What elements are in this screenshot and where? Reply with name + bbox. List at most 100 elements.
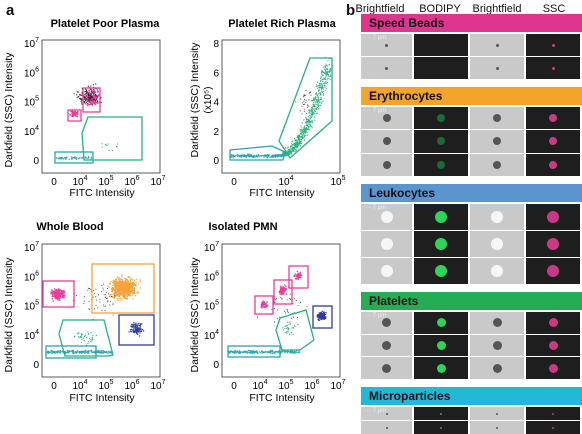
scatter-point — [92, 96, 94, 98]
y-tick-label: 107 — [24, 37, 39, 50]
scatter-point — [135, 281, 137, 283]
scatter-point — [124, 296, 127, 298]
scatter-point — [300, 143, 302, 145]
scatter-point — [312, 99, 315, 101]
scatter-point — [263, 306, 265, 309]
scatter-point — [252, 156, 255, 159]
scatter-point — [269, 351, 272, 353]
scatter-point — [104, 143, 107, 145]
scatter-point — [130, 330, 132, 333]
scatter-point — [91, 340, 93, 342]
scatter-point — [72, 156, 74, 159]
scatter-point — [61, 295, 64, 298]
scatter-point — [83, 97, 85, 99]
scatter-point — [286, 150, 288, 152]
scatter-point — [124, 285, 127, 287]
scatter-point — [300, 133, 302, 135]
scatter-points — [55, 83, 119, 161]
scatter-point — [301, 134, 303, 136]
scatter-point — [305, 134, 307, 136]
scatter-point — [277, 156, 279, 158]
scatter-point — [114, 286, 117, 288]
scatter-point — [111, 289, 114, 292]
scatter-point — [53, 296, 56, 298]
scatter-point — [250, 155, 252, 158]
scatter-point — [248, 351, 250, 354]
scatter-point — [290, 152, 292, 154]
cell-object — [440, 426, 442, 429]
cell-object — [549, 114, 557, 123]
scatter-point — [303, 130, 305, 133]
scatter-point — [64, 291, 66, 294]
scale-bar-label: ···· 7 µm — [363, 408, 387, 414]
scatter-point — [118, 284, 120, 286]
scatter-point — [119, 278, 121, 280]
image-tile — [361, 258, 412, 284]
scatter-point — [131, 283, 133, 285]
scatter-point — [93, 290, 95, 292]
scatter-point — [127, 286, 130, 288]
scatter-point — [282, 327, 284, 329]
scatter-point — [288, 311, 290, 313]
scatter-point — [325, 63, 327, 65]
scatter-point — [245, 156, 248, 158]
scatter-point — [58, 297, 60, 300]
scatter-point — [303, 134, 305, 137]
scatter-point — [301, 122, 303, 124]
tick-exponent: 5 — [215, 300, 219, 307]
scatter-point — [324, 78, 327, 80]
scatter-point — [67, 351, 69, 354]
scatter-point — [322, 72, 324, 74]
scatter-point — [93, 93, 95, 95]
image-tile — [526, 34, 580, 56]
scatter-point — [282, 287, 284, 290]
scatter-point — [295, 149, 297, 151]
image-tile — [470, 357, 524, 379]
scatter-point — [96, 89, 98, 91]
scatter-point — [73, 113, 76, 115]
scatter-point — [274, 156, 277, 158]
scatter-point — [320, 85, 322, 87]
scatter-point — [317, 105, 319, 107]
scatter-point — [320, 101, 322, 103]
scatter-point — [303, 110, 305, 112]
scatter-point — [322, 100, 324, 102]
scatter-point — [139, 279, 141, 281]
gate-orange — [91, 263, 155, 314]
column-header-brightfield-2: Brightfield — [472, 3, 522, 15]
scatter-point — [122, 279, 124, 281]
plot-frame — [221, 39, 341, 174]
scatter-point — [244, 351, 246, 353]
scatter-point — [286, 154, 288, 156]
cell-object — [382, 318, 391, 328]
scatter-point — [291, 327, 293, 329]
scatter-point — [284, 288, 287, 290]
scatter-point — [129, 287, 131, 289]
image-tile — [414, 231, 468, 257]
scatter-point — [272, 351, 274, 353]
scatter-point — [91, 337, 93, 339]
image-tile — [470, 204, 524, 230]
scatter-point — [139, 287, 142, 289]
scatter-point — [122, 293, 124, 295]
scatter-point — [299, 141, 301, 143]
scatter-point — [56, 295, 58, 298]
scatter-point — [260, 352, 262, 354]
image-tile — [361, 153, 412, 176]
scatter-point — [66, 349, 69, 352]
scatter-point — [241, 154, 243, 157]
scatter-point — [128, 331, 130, 333]
scatter-point — [287, 328, 289, 330]
scatter-point — [325, 88, 328, 90]
scatter-point — [306, 131, 308, 133]
scatter-point — [102, 287, 104, 289]
y-tick-label: 0 — [33, 360, 39, 371]
scatter-point — [266, 154, 268, 156]
plot-platelet-rich-plasma: Platelet Rich Plasma FITC Intensity Dark… — [189, 18, 346, 199]
category-header: Microparticles — [361, 387, 582, 405]
scatter-point — [236, 351, 238, 353]
scatter-point — [84, 93, 86, 95]
image-tile — [526, 407, 580, 420]
scatter-point — [65, 158, 67, 160]
scatter-point — [84, 102, 87, 105]
